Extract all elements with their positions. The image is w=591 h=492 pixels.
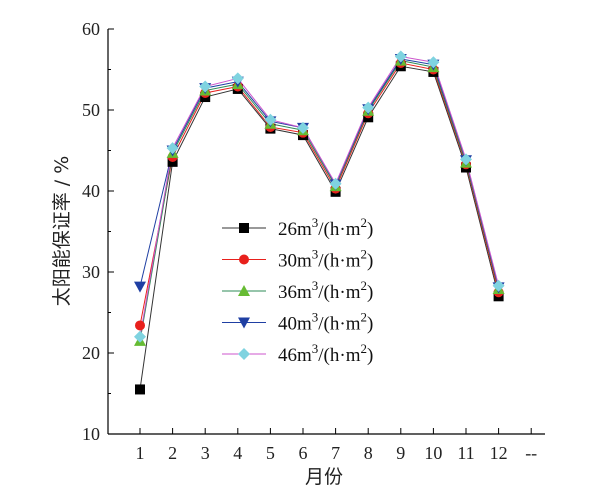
legend-label: 40m3/(h·m2): [278, 310, 373, 335]
x-axis-label: 月份: [305, 466, 343, 488]
legend: 26m3/(h·m2) 30m3/(h·m2) 36m3/(h·m2) 40m3/(h…: [222, 215, 373, 366]
x-tick-label: 10: [424, 443, 442, 463]
data-point: [231, 72, 244, 85]
data-point: [134, 281, 146, 293]
y-tick-label: 40: [82, 181, 100, 201]
data-point: [492, 279, 505, 292]
legend-item: 36m3/(h·m2): [222, 278, 373, 303]
series-line: [139, 60, 500, 341]
series-lines: [139, 55, 500, 390]
series-markers: [134, 50, 505, 395]
x-tick-label: 12: [490, 443, 508, 463]
legend-marker: [239, 254, 249, 265]
data-point: [199, 80, 212, 93]
legend-item: 46m3/(h·m2): [222, 341, 373, 366]
data-point: [134, 330, 146, 343]
x-tick-label: 3: [201, 443, 210, 463]
x-tick-label: 8: [364, 443, 373, 463]
data-point: [297, 121, 309, 134]
series-line: [139, 65, 500, 390]
x-tick-label: 7: [331, 443, 340, 463]
data-point: [166, 142, 179, 155]
x-tick-label: 6: [299, 443, 308, 463]
legend-marker: [238, 285, 250, 296]
data-point: [394, 50, 407, 63]
legend-item: 40m3/(h·m2): [222, 310, 373, 335]
legend-item: 26m3/(h·m2): [222, 215, 373, 240]
data-point: [264, 113, 277, 126]
data-point: [329, 177, 342, 190]
x-tick-label-extra: --: [525, 443, 537, 463]
x-tick-label: 4: [233, 443, 242, 463]
y-tick-label: 50: [82, 100, 100, 120]
x-tick-label: 9: [396, 443, 405, 463]
y-axis-label: 太阳能保证率 / %: [51, 156, 73, 307]
legend-label: 36m3/(h·m2): [278, 278, 373, 303]
y-tick-label: 60: [82, 19, 100, 39]
legend-label: 46m3/(h·m2): [278, 341, 373, 366]
x-tick-label: 5: [266, 443, 275, 463]
legend-marker: [239, 223, 249, 233]
legend-item: 30m3/(h·m2): [222, 247, 373, 272]
x-tick-label: 11: [457, 443, 474, 463]
legend-label: 30m3/(h·m2): [278, 247, 373, 272]
data-point: [460, 153, 472, 166]
series-line: [139, 62, 500, 326]
data-point: [135, 320, 145, 331]
x-tick-label: 1: [136, 443, 145, 463]
data-point: [362, 101, 375, 114]
series-line: [139, 55, 500, 337]
data-point: [427, 56, 440, 69]
data-point: [135, 384, 145, 395]
y-tick-label: 20: [82, 343, 100, 363]
y-tick-label: 10: [82, 424, 100, 444]
legend-marker: [238, 348, 250, 360]
legend-marker: [238, 317, 250, 329]
y-tick-label: 30: [82, 262, 100, 282]
x-tick-label: 2: [168, 443, 177, 463]
legend-label: 26m3/(h·m2): [278, 215, 373, 240]
